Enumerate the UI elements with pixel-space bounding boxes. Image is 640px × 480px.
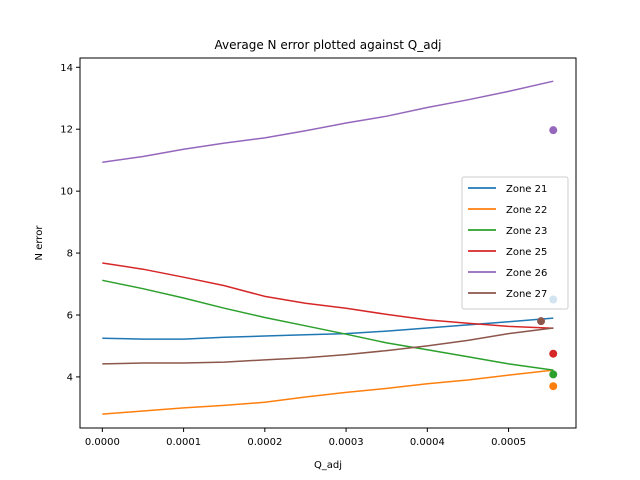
x-axis-ticks: 0.0000 0.0001 0.0002 0.0003 0.0004 0.0005 xyxy=(85,428,526,448)
chart-title: Average N error plotted against Q_adj xyxy=(214,38,441,52)
series-line-zone-22 xyxy=(102,369,554,415)
series-point-zone-26 xyxy=(549,126,558,135)
series-point-zone-27 xyxy=(537,317,546,326)
legend-label-zone-25: Zone 25 xyxy=(506,247,547,258)
y-tick-label: 12 xyxy=(60,125,73,136)
series-line-zone-26 xyxy=(102,80,554,164)
y-axis-ticks: 4 6 8 10 12 14 xyxy=(60,63,80,383)
series-point-zone-25 xyxy=(549,349,558,358)
legend-label-zone-21: Zone 21 xyxy=(506,184,547,195)
y-axis-label: N error xyxy=(34,225,45,261)
y-tick-label: 10 xyxy=(60,187,73,198)
y-tick-label: 6 xyxy=(67,310,73,321)
legend-label-zone-23: Zone 23 xyxy=(506,226,547,237)
x-axis-label: Q_adj xyxy=(314,460,342,471)
x-tick-label: 0.0004 xyxy=(410,437,445,448)
legend-box xyxy=(461,176,569,310)
series-lines xyxy=(102,80,554,415)
series-line-zone-27 xyxy=(102,327,554,365)
series-point-zone-23 xyxy=(549,370,558,379)
y-tick-label: 8 xyxy=(67,249,73,260)
series-line-zone-23 xyxy=(102,279,554,371)
series-point-zone-22 xyxy=(549,382,558,391)
plot-frame xyxy=(79,57,577,429)
legend-label-zone-22: Zone 22 xyxy=(506,205,547,216)
legend: Zone 21 Zone 22 Zone 23 Zone 25 Zone 26 Zone … xyxy=(461,176,569,310)
series-line-zone-25 xyxy=(102,262,554,330)
y-tick-label: 4 xyxy=(67,372,73,383)
y-tick-label: 14 xyxy=(60,63,73,74)
x-tick-label: 0.0003 xyxy=(329,437,364,448)
x-tick-label: 0.0000 xyxy=(85,437,120,448)
legend-label-zone-26: Zone 26 xyxy=(506,268,547,279)
legend-label-zone-27: Zone 27 xyxy=(506,289,547,300)
x-tick-label: 0.0005 xyxy=(491,437,526,448)
x-tick-label: 0.0002 xyxy=(247,437,282,448)
x-tick-label: 0.0001 xyxy=(166,437,201,448)
